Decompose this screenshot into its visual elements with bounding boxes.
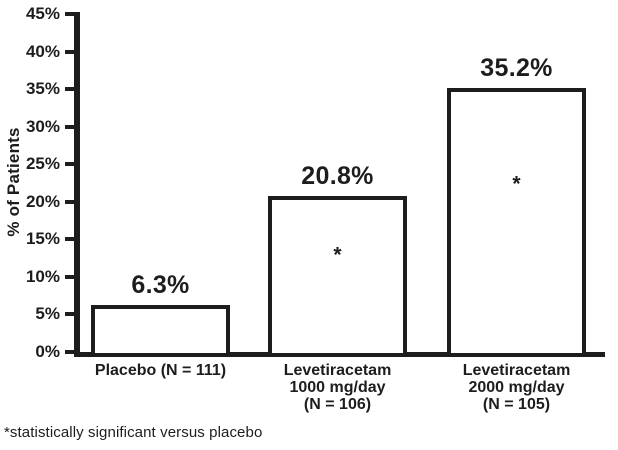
y-tick-mark [65, 124, 74, 129]
y-tick-label: 15% [25, 229, 60, 249]
y-tick-label: 5% [35, 304, 60, 324]
y-axis-line [74, 12, 80, 357]
y-tick-mark [65, 199, 74, 204]
category-label-line: Placebo (N = 111) [94, 362, 227, 379]
category-label-line: Levetiracetam [462, 362, 571, 379]
x-axis-category-label: Placebo (N = 111) [76, 362, 246, 379]
bar [91, 305, 230, 357]
y-tick-label: 25% [25, 154, 60, 174]
y-tick-mark [65, 87, 74, 92]
y-axis-title: % of Patients [4, 127, 23, 237]
y-tick-mark [65, 274, 74, 279]
y-tick-mark [65, 312, 74, 317]
y-tick-label: 30% [25, 116, 60, 136]
category-label-line: (N = 106) [303, 396, 372, 413]
y-tick-mark [65, 162, 74, 167]
category-label-line: (N = 105) [482, 396, 551, 413]
y-tick-label: 10% [25, 266, 60, 286]
bar [447, 88, 586, 357]
significance-asterisk: * [333, 243, 342, 267]
y-tick-mark [65, 237, 74, 242]
category-label-line: 2000 mg/day [468, 379, 565, 396]
y-tick-label: 45% [25, 4, 60, 23]
x-axis-category-label: Levetiracetam 1000 mg/day (N = 106) [253, 362, 423, 413]
category-label-line: Levetiracetam [283, 362, 392, 379]
y-tick-mark [65, 12, 74, 16]
y-tick-label: 40% [25, 41, 60, 61]
y-tick-label: 35% [25, 79, 60, 99]
bar-value-label: 35.2% [480, 54, 553, 82]
x-axis-category-label: Levetiracetam 2000 mg/day (N = 105) [432, 362, 602, 413]
y-tick-label: 0% [35, 342, 60, 361]
y-tick-label: 20% [25, 191, 60, 211]
bar [268, 196, 407, 357]
significance-asterisk: * [512, 172, 521, 196]
y-tick-mark [65, 350, 74, 354]
category-label-line: 1000 mg/day [289, 379, 386, 396]
bar-value-label: 20.8% [301, 162, 374, 190]
footnote: *statistically significant versus placeb… [4, 424, 263, 441]
bar-value-label: 6.3% [131, 271, 190, 299]
y-tick-mark [65, 49, 74, 54]
